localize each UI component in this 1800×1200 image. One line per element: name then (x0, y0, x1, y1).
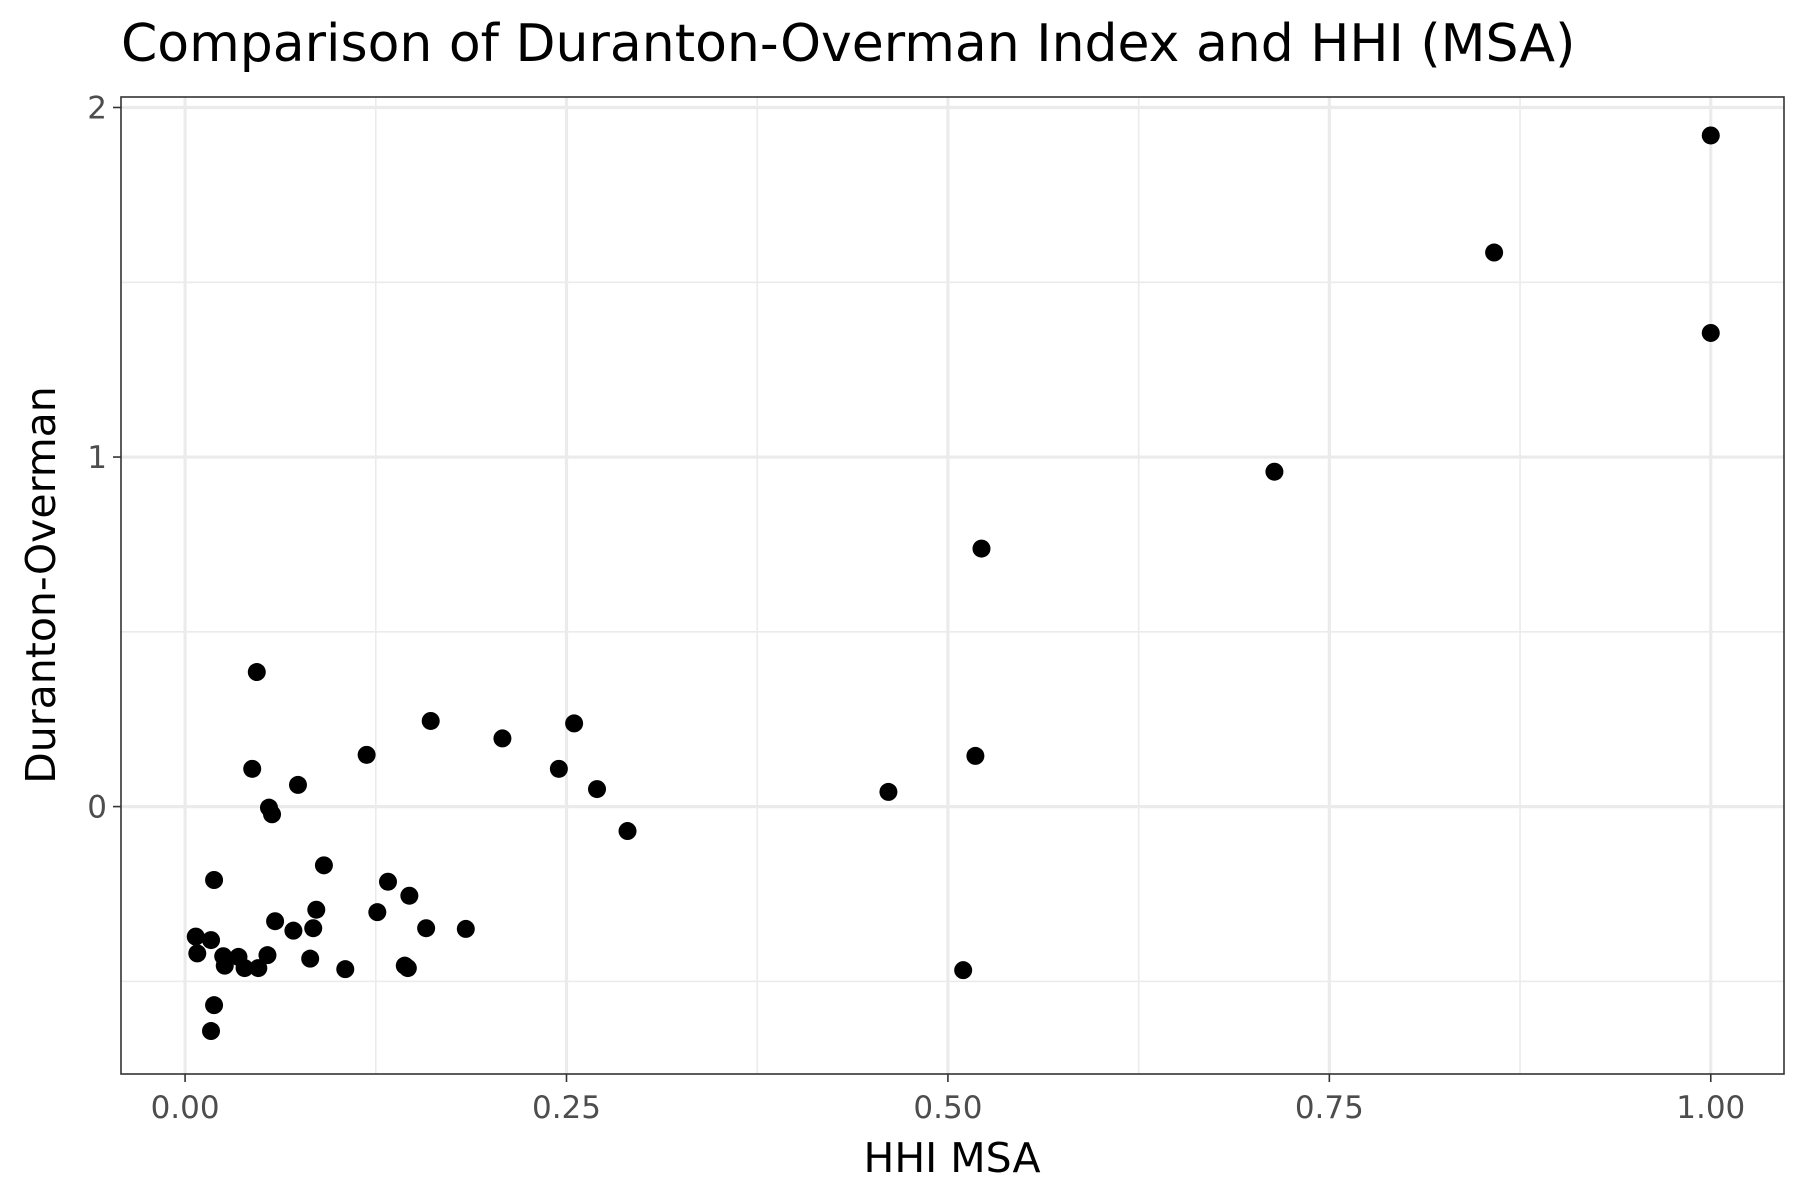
data-point (188, 944, 207, 963)
data-point (336, 960, 355, 979)
data-point (215, 956, 234, 975)
data-points (186, 126, 1720, 1041)
data-point (205, 996, 224, 1015)
y-tick-label: 0 (87, 790, 107, 826)
data-point (263, 805, 282, 824)
data-point (966, 746, 985, 765)
data-point (301, 949, 320, 968)
data-point (1485, 243, 1504, 262)
data-point (304, 919, 323, 938)
x-axis-title: HHI MSA (864, 1134, 1041, 1182)
data-point (417, 919, 436, 938)
data-point (202, 1022, 221, 1041)
data-point (235, 959, 254, 978)
y-tick-label: 1 (87, 440, 107, 476)
data-point (421, 711, 440, 730)
data-point (258, 946, 277, 965)
data-point (456, 919, 475, 938)
data-point (186, 927, 205, 946)
data-point (357, 745, 376, 764)
data-point (1701, 126, 1720, 145)
x-tick-label: 0.00 (151, 1090, 220, 1126)
data-point (307, 900, 326, 919)
x-tick-label: 0.75 (1295, 1090, 1364, 1126)
data-point (618, 822, 637, 841)
data-point (249, 959, 268, 978)
data-point (243, 759, 262, 778)
x-tick-label: 0.50 (913, 1090, 982, 1126)
data-point (398, 959, 417, 978)
data-point (493, 729, 512, 748)
data-point (288, 775, 307, 794)
data-point (549, 759, 568, 778)
plot-panel-border (120, 96, 1785, 1075)
data-point (284, 921, 303, 940)
x-tick-label: 0.25 (532, 1090, 601, 1126)
data-point (954, 961, 973, 980)
x-tick-label: 1.00 (1676, 1090, 1745, 1126)
chart-title: Comparison of Duranton-Overman Index and… (121, 14, 1575, 74)
data-point (368, 903, 387, 922)
data-point (314, 856, 333, 875)
data-point (1701, 323, 1720, 342)
data-point (202, 931, 221, 950)
x-axis: 0.00 0.25 0.50 0.75 1.00 (151, 1074, 1745, 1126)
data-point (400, 886, 419, 905)
y-tick-label: 2 (87, 90, 107, 126)
data-point (972, 539, 991, 558)
data-point (247, 663, 266, 682)
data-point (879, 782, 898, 801)
data-point (1265, 462, 1284, 481)
data-point (565, 714, 584, 733)
data-point (205, 870, 224, 889)
data-point (266, 912, 285, 931)
data-point (588, 780, 607, 799)
data-point (378, 872, 397, 891)
y-axis-title: Duranton-Overman (17, 386, 65, 784)
gridlines (121, 97, 1784, 1074)
y-axis: 0 1 2 (87, 90, 121, 826)
